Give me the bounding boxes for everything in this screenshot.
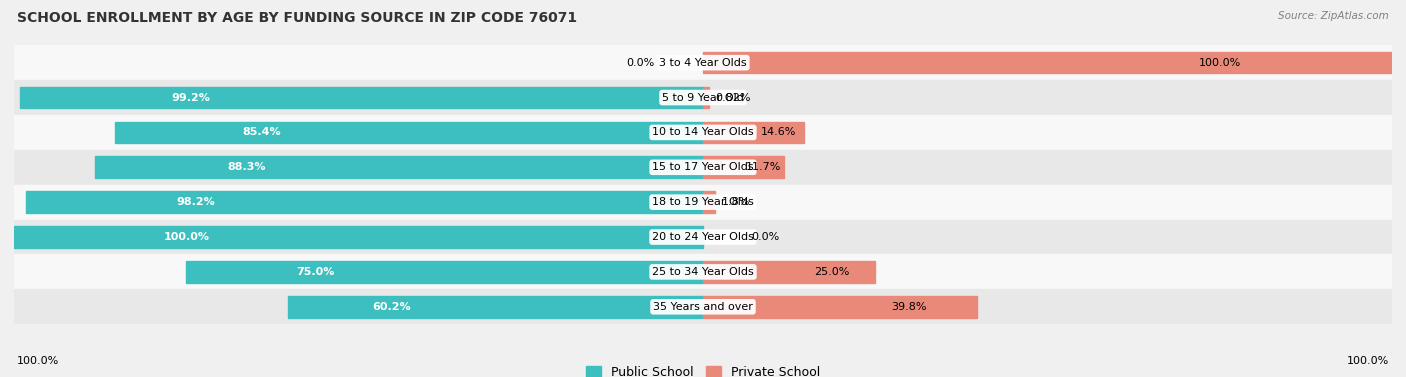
Bar [288,296,703,317]
Text: 75.0%: 75.0% [297,267,335,277]
Bar [94,156,703,178]
Text: 14.6%: 14.6% [761,127,796,138]
Bar [14,150,1392,185]
Bar [703,87,709,108]
Text: Source: ZipAtlas.com: Source: ZipAtlas.com [1278,11,1389,21]
Bar [14,80,1392,115]
Bar [14,219,1392,254]
Bar [115,122,703,143]
Text: 3 to 4 Year Olds: 3 to 4 Year Olds [659,58,747,68]
Bar [14,115,1392,150]
Bar [27,192,703,213]
Bar [703,122,804,143]
Bar [14,290,1392,324]
Text: 5 to 9 Year Old: 5 to 9 Year Old [662,92,744,103]
Text: 100.0%: 100.0% [1198,58,1241,68]
Text: 100.0%: 100.0% [163,232,209,242]
Text: 35 Years and over: 35 Years and over [652,302,754,312]
Bar [703,296,977,317]
Text: 11.7%: 11.7% [745,162,782,172]
Text: 0.0%: 0.0% [627,58,655,68]
Bar [703,52,1392,74]
Text: 10 to 14 Year Olds: 10 to 14 Year Olds [652,127,754,138]
Text: 99.2%: 99.2% [172,92,209,103]
Text: 25 to 34 Year Olds: 25 to 34 Year Olds [652,267,754,277]
Bar [703,192,716,213]
Bar [14,185,1392,219]
Text: 0.82%: 0.82% [716,92,751,103]
Bar [14,45,1392,80]
Text: 20 to 24 Year Olds: 20 to 24 Year Olds [652,232,754,242]
Text: 98.2%: 98.2% [176,197,215,207]
Text: 60.2%: 60.2% [373,302,412,312]
Text: 100.0%: 100.0% [17,356,59,366]
Bar [186,261,703,283]
Text: 100.0%: 100.0% [1347,356,1389,366]
Text: 18 to 19 Year Olds: 18 to 19 Year Olds [652,197,754,207]
Text: 1.8%: 1.8% [723,197,751,207]
Bar [14,254,1392,290]
Text: 88.3%: 88.3% [228,162,266,172]
Text: 25.0%: 25.0% [814,267,849,277]
Text: SCHOOL ENROLLMENT BY AGE BY FUNDING SOURCE IN ZIP CODE 76071: SCHOOL ENROLLMENT BY AGE BY FUNDING SOUR… [17,11,576,25]
Text: 0.0%: 0.0% [751,232,779,242]
Text: 85.4%: 85.4% [242,127,281,138]
Bar [14,226,703,248]
Bar [703,261,875,283]
Legend: Public School, Private School: Public School, Private School [586,366,820,377]
Bar [703,156,783,178]
Text: 39.8%: 39.8% [891,302,927,312]
Text: 15 to 17 Year Olds: 15 to 17 Year Olds [652,162,754,172]
Bar [20,87,703,108]
